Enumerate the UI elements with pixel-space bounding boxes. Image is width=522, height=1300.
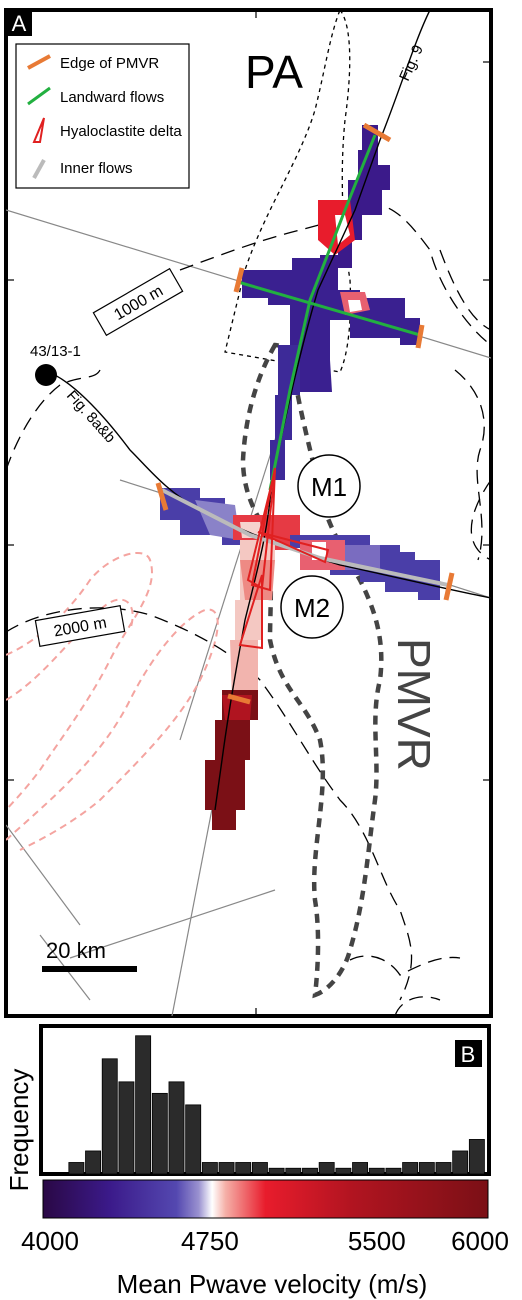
- histogram-ylabel: Frequency: [4, 1069, 34, 1192]
- colorbar-tick-label: 5500: [348, 1226, 406, 1256]
- histogram-bar: [435, 1162, 452, 1175]
- histogram-bar: [151, 1092, 168, 1175]
- legend-edge-label: Edge of PMVR: [60, 55, 159, 72]
- legend-landward-label: Landward flows: [60, 89, 164, 106]
- contour-label-2000: 2000 m: [34, 605, 126, 647]
- histogram-bar: [402, 1162, 419, 1175]
- panel-b-letter: B: [461, 1042, 476, 1067]
- legend-item-hyalo: Hyaloclastite delta: [32, 117, 182, 143]
- histogram-bar: [385, 1167, 402, 1175]
- histogram-bar: [452, 1150, 469, 1175]
- region-pa-label: PA: [245, 46, 303, 98]
- legend-hyalo-label: Hyaloclastite delta: [60, 123, 182, 140]
- histogram-bar: [218, 1162, 235, 1175]
- colorbar-tick-label: 4000: [21, 1226, 79, 1256]
- scale-bar: [42, 966, 137, 972]
- histogram-bar: [468, 1139, 485, 1175]
- histogram-bar: [335, 1167, 352, 1175]
- legend-item-inner: Inner flows: [32, 159, 133, 179]
- histogram-bar: [85, 1150, 102, 1175]
- region-pmvr-label: PMVR: [388, 638, 440, 771]
- landward-flow-lines: [268, 134, 377, 491]
- legend-box: [15, 43, 190, 189]
- colorbar-tick-label: 6000: [451, 1226, 509, 1256]
- well-marker: [35, 364, 57, 386]
- legend-inner-label: Inner flows: [60, 160, 133, 177]
- histogram-bar: [68, 1162, 85, 1175]
- marker-m1: M1: [297, 454, 361, 518]
- histogram-bar: [201, 1162, 218, 1175]
- legend-item-landward: Landward flows: [27, 86, 164, 106]
- landward-cross-line: [237, 280, 421, 337]
- hyaloclastite-deltas: [238, 467, 330, 650]
- profile-lines: [47, 10, 491, 811]
- legend: Edge of PMVR Landward flows Hyaloclastit…: [15, 43, 190, 189]
- histogram-bar: [318, 1162, 335, 1175]
- panel-a-badge: [6, 10, 32, 36]
- histogram-panel: B Frequency 4000 4750 5500 6000 Mean Pwave …: [4, 1024, 509, 1299]
- scale-bar-label: 20 km: [46, 938, 106, 963]
- pink-contours: [6, 551, 219, 851]
- map-panel: M1 M2 43/13-1 Fig. 9 Fig. 8a&b 1000 m 20…: [4, 8, 493, 1018]
- histogram-bar: [185, 1104, 202, 1175]
- histogram-bar: [135, 1035, 152, 1175]
- histogram-bar: [251, 1162, 268, 1175]
- colorbar-ticks: 4000 4750 5500 6000: [21, 1226, 509, 1256]
- histogram-bar: [101, 1058, 118, 1175]
- marker-m2-label: M2: [294, 593, 330, 623]
- panel-a-letter: A: [12, 11, 27, 36]
- histogram-bar: [418, 1162, 435, 1175]
- histogram-xlabel: Mean Pwave velocity (m/s): [117, 1269, 428, 1299]
- histogram-bar: [352, 1162, 369, 1175]
- histogram-bar: [235, 1162, 252, 1175]
- histogram-bar: [368, 1167, 385, 1175]
- histogram-bars: [68, 1035, 485, 1175]
- inner-flow-line: [161, 488, 449, 587]
- marker-m1-label: M1: [311, 472, 347, 502]
- colorbar: [42, 1179, 489, 1219]
- histogram-bar: [268, 1167, 285, 1175]
- map-frame-ticks: [6, 10, 491, 1016]
- panel-b-badge: [455, 1040, 482, 1067]
- histogram-bar: [168, 1081, 185, 1175]
- histogram-bar: [118, 1081, 135, 1175]
- histogram-bar: [285, 1167, 302, 1175]
- pmvr-edge-ticks: [155, 122, 455, 705]
- marker-m2: M2: [280, 575, 344, 639]
- colorbar-tick-label: 4750: [181, 1226, 239, 1256]
- histogram-bar: [302, 1167, 318, 1175]
- well-label: 43/13-1: [30, 343, 81, 360]
- legend-item-edge: Edge of PMVR: [27, 54, 159, 72]
